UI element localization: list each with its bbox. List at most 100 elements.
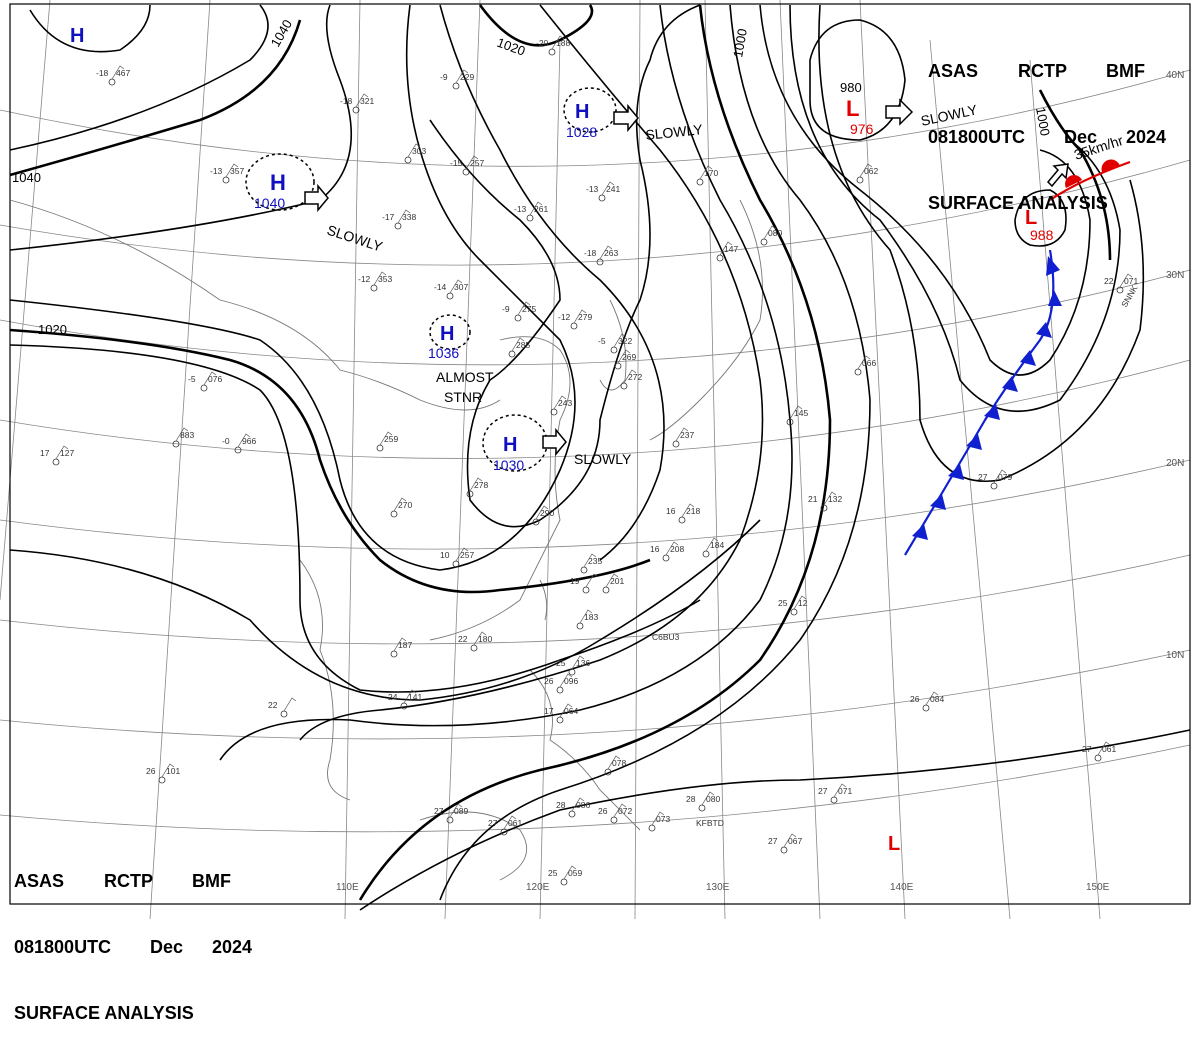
station-plot: 269: [614, 349, 636, 370]
station-wind-barb: [579, 609, 593, 624]
arrow-l976: [885, 98, 914, 126]
station-temp: 17: [40, 448, 50, 458]
station-circle: [376, 444, 384, 452]
weather-map: H 1040 H 1036 H 1030 H 1028 L 976 L 988 …: [0, 0, 1191, 919]
station-circle: [672, 440, 680, 448]
station-pressure: 241: [606, 184, 620, 194]
station-wind-barb: [783, 833, 797, 848]
station-wind-barb: [857, 355, 871, 370]
isobar-east-a: [439, 4, 871, 901]
station-plot: -14 307: [434, 279, 468, 300]
station-pressure: 272: [628, 372, 642, 382]
isobar-center-c: [219, 4, 793, 761]
center-h1040-value: 1040: [254, 195, 285, 211]
station-wind-barb: [455, 547, 469, 562]
meridian-140e: [859, 0, 906, 919]
station-pressure: 101: [166, 766, 180, 776]
station-temp: -13: [210, 166, 223, 176]
station-plot: -12 353: [358, 271, 392, 292]
front-triangle: [912, 524, 928, 540]
ship-code: C6BU3: [652, 632, 680, 642]
station-pressure: 270: [398, 500, 412, 510]
station-wind-barb: [601, 181, 615, 196]
station-circle: [200, 384, 208, 392]
header-time: 081800UTC: [14, 937, 112, 957]
lon-label: 110E: [336, 882, 359, 893]
arrow-h1030: [542, 427, 567, 457]
station-pressure: 322: [618, 336, 632, 346]
station-wind-barb: [161, 763, 175, 778]
station-pressure: 307: [454, 282, 468, 292]
station-wind-barb: [449, 803, 463, 818]
station-plot: 883: [172, 427, 194, 448]
station-wind-barb: [701, 791, 715, 806]
isobar-1000-north-east: [1038, 89, 1112, 261]
motion-text: SLOWLY SLOWLY SLOWLY SLOWLY ALMOST STNR …: [325, 101, 1125, 467]
station-wind-barb: [175, 427, 189, 442]
station-circle: [760, 238, 768, 246]
station-pressure: 141: [408, 692, 422, 702]
station-plot: 26 101: [146, 763, 180, 784]
isobar-west-d: [9, 4, 576, 571]
warm-front-semicircle: [1101, 159, 1120, 172]
station-plot: -18 467: [96, 65, 130, 86]
station-plot: 27 089: [434, 803, 468, 824]
station-temp: 27: [1082, 744, 1092, 754]
isobar-top-left-a: [29, 4, 151, 53]
station-plot: 26 072: [598, 803, 632, 824]
map-frame: [9, 3, 1191, 905]
isobar-label: 1000: [1033, 106, 1053, 137]
center-h1036-value: 1036: [428, 345, 459, 361]
station-plot: 27 079: [978, 469, 1012, 490]
station-pressure: 237: [680, 430, 694, 440]
station-circle: [610, 346, 618, 354]
station-wind-barb: [763, 225, 777, 240]
center-l976-letter: L: [846, 96, 859, 121]
station-wind-barb: [407, 143, 421, 158]
station-pressure: 059: [568, 868, 582, 878]
isobar-west-f: [9, 519, 761, 701]
station-circle: [716, 254, 724, 262]
station-wind-barb: [403, 689, 417, 704]
center-h1028-value: 1028: [566, 124, 597, 140]
station-pressure: 235: [588, 556, 602, 566]
station-pressure: 208: [670, 544, 684, 554]
station-pressure: 132: [828, 494, 842, 504]
station-wind-barb: [583, 553, 597, 568]
station-circle: [446, 292, 454, 300]
station-plot: 16 208: [650, 541, 684, 562]
station-plot: 187: [390, 637, 412, 658]
coast-borneo: [419, 811, 528, 881]
header-agency: ASAS: [14, 871, 65, 891]
station-circle: [394, 222, 402, 230]
station-temp: 19: [570, 576, 580, 586]
station-wind-barb: [455, 69, 469, 84]
station-plot: 066: [854, 355, 876, 376]
station-circle: [662, 554, 670, 562]
station-pressure: 073: [656, 814, 670, 824]
station-wind-barb: [503, 815, 517, 830]
station-plot: -13 241: [586, 181, 620, 202]
station-wind-barb: [379, 431, 393, 446]
station-circle: [158, 776, 166, 784]
pressure-centers: H 1040 H 1036 H 1030 H 1028 L 976 L 988 …: [70, 25, 1054, 855]
isobar-east-d: [818, 4, 1145, 482]
station-wind-barb: [613, 333, 627, 348]
station-pressure: 278: [474, 480, 488, 490]
station-pressure: 067: [788, 836, 802, 846]
station-temp: 28: [556, 800, 566, 810]
station-pressure: 243: [558, 398, 572, 408]
coast-taiwan: [539, 579, 548, 621]
station-temp: -17: [382, 212, 395, 222]
station-wind-barb: [613, 803, 627, 818]
station-pressure: 321: [360, 96, 374, 106]
station-wind-barb: [473, 631, 487, 646]
station-temp: 25: [778, 598, 788, 608]
parallel-35n: [0, 159, 1191, 266]
station-pressure: 170: [704, 168, 718, 178]
station-wind-barb: [373, 271, 387, 286]
station-wind-barb: [617, 349, 631, 364]
station-wind-barb: [511, 337, 525, 352]
station-circle: [854, 368, 862, 376]
